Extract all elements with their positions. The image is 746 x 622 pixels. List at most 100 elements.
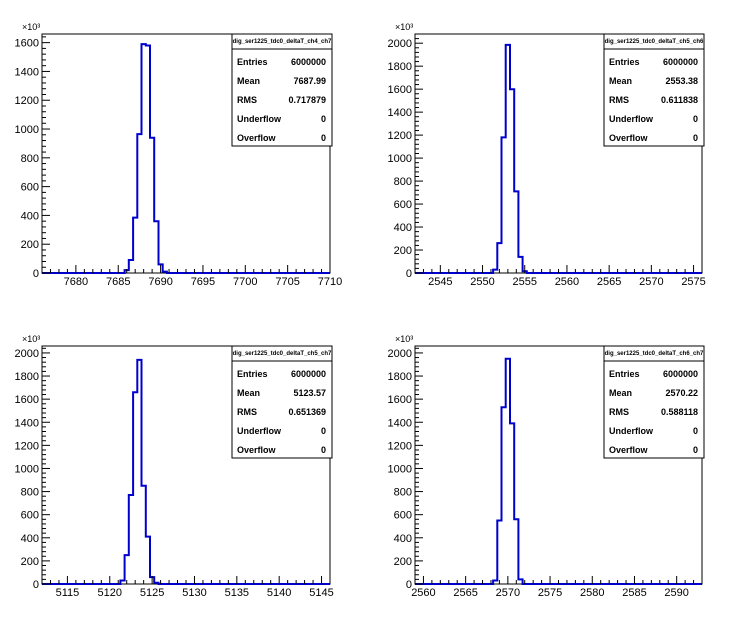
- y-tick-label: 1200: [388, 130, 412, 142]
- stat-value: 0: [321, 426, 326, 436]
- x-tick-label: 2585: [622, 587, 646, 599]
- stat-label: Entries: [609, 369, 640, 379]
- x-tick-label: 5130: [182, 587, 206, 599]
- x-tick-label: 7695: [191, 276, 215, 288]
- y-tick-label: 0: [406, 268, 412, 280]
- x-tick-label: 2575: [681, 276, 705, 288]
- histogram-line: [42, 43, 330, 274]
- y-tick-label: 200: [394, 556, 412, 568]
- stat-label: Entries: [237, 57, 268, 67]
- x-tick-label: 5115: [56, 587, 80, 599]
- y-tick-label: 1800: [388, 371, 412, 383]
- y-tick-label: 600: [21, 182, 39, 194]
- y-tick-label: 1600: [15, 394, 39, 406]
- stats-box: dig_ser1225_tdc0_deltaT_ch5_ch6 Entries 60…: [603, 33, 705, 147]
- x-tick-label: 2580: [580, 587, 604, 599]
- stats-box: dig_ser1225_tdc0_deltaT_ch4_ch7 Entries 60…: [231, 33, 333, 147]
- stat-label: RMS: [609, 407, 629, 417]
- x-tick-label: 2550: [470, 276, 494, 288]
- x-tick-label: 5125: [140, 587, 164, 599]
- stat-label: Overflow: [237, 133, 277, 143]
- x-tick-label: 7705: [275, 276, 299, 288]
- y-tick-label: 600: [21, 510, 39, 522]
- y-tick-label: 1000: [388, 153, 412, 165]
- stat-value: 6000000: [291, 369, 326, 379]
- stat-value: 6000000: [663, 57, 698, 67]
- stats-title: dig_ser1225_tdc0_deltaT_ch6_ch7: [605, 351, 704, 357]
- y-tick-label: 1400: [15, 417, 39, 429]
- x-tick-label: 5135: [225, 587, 249, 599]
- x-tick-label: 7690: [148, 276, 172, 288]
- stat-value: 0.611838: [661, 95, 698, 105]
- stat-value: 6000000: [663, 369, 698, 379]
- y-tick-label: 1200: [15, 95, 39, 107]
- y-tick-label: 600: [394, 510, 412, 522]
- x-tick-label: 2560: [411, 587, 435, 599]
- y-tick-label: 800: [21, 153, 39, 165]
- y-tick-label: 1800: [388, 61, 412, 73]
- stat-value: 2570.22: [665, 388, 698, 398]
- stat-label: Underflow: [609, 426, 654, 436]
- y-tick-label: 400: [394, 222, 412, 234]
- y-tick-label: 200: [21, 239, 39, 251]
- x-tick-label: 2565: [453, 587, 477, 599]
- y-tick-label: 1400: [388, 107, 412, 119]
- y-axis-multiplier: ×10³: [22, 22, 40, 32]
- x-tick-label: 5140: [267, 587, 291, 599]
- stat-value: 0: [321, 445, 326, 455]
- y-tick-label: 400: [21, 210, 39, 222]
- stat-label: Underflow: [237, 426, 282, 436]
- y-tick-label: 2000: [15, 348, 39, 360]
- stat-label: Overflow: [237, 445, 277, 455]
- stat-value: 6000000: [291, 57, 326, 67]
- stat-value: 0.651369: [288, 407, 326, 417]
- x-tick-label: 2560: [555, 276, 579, 288]
- stat-label: RMS: [609, 95, 629, 105]
- y-axis-multiplier: ×10³: [395, 334, 413, 344]
- stat-value: 0: [321, 114, 326, 124]
- stat-value: 0: [321, 133, 326, 143]
- stat-label: Mean: [237, 388, 260, 398]
- x-tick-label: 7685: [106, 276, 130, 288]
- stat-value: 0.717879: [288, 95, 326, 105]
- x-tick-label: 2570: [496, 587, 520, 599]
- x-tick-label: 7680: [64, 276, 88, 288]
- stat-value: 0: [693, 114, 698, 124]
- x-tick-label: 5120: [98, 587, 122, 599]
- stat-label: Mean: [609, 388, 632, 398]
- stats-box-frame: [231, 33, 333, 147]
- histogram-line: [415, 357, 702, 585]
- stat-value: 0: [693, 133, 698, 143]
- y-tick-label: 800: [394, 487, 412, 499]
- y-tick-label: 400: [394, 533, 412, 545]
- y-tick-label: 200: [21, 556, 39, 568]
- stats-title: dig_ser1225_tdc0_deltaT_ch5_ch7: [233, 351, 332, 357]
- histogram-line: [42, 358, 330, 585]
- y-tick-label: 1000: [15, 463, 39, 475]
- stat-value: 2553.38: [665, 76, 698, 86]
- x-tick-label: 2565: [597, 276, 621, 288]
- stat-label: Underflow: [609, 114, 654, 124]
- y-tick-label: 1000: [388, 463, 412, 475]
- stat-value: 0: [693, 445, 698, 455]
- y-axis-multiplier: ×10³: [22, 334, 40, 344]
- stat-label: Entries: [237, 369, 268, 379]
- stat-value: 5123.57: [293, 388, 326, 398]
- y-tick-label: 1200: [388, 440, 412, 452]
- y-tick-label: 1200: [15, 440, 39, 452]
- y-tick-label: 2000: [388, 38, 412, 50]
- x-tick-label: 2590: [664, 587, 688, 599]
- y-tick-label: 800: [21, 487, 39, 499]
- y-tick-label: 1400: [388, 417, 412, 429]
- stats-box-frame: [603, 345, 705, 459]
- stat-label: Overflow: [609, 445, 649, 455]
- y-tick-label: 400: [21, 533, 39, 545]
- stat-label: Mean: [609, 76, 632, 86]
- stat-value: 0: [693, 426, 698, 436]
- histogram-panel-3: 5115 5120 5125 5130 5135 5140 5145 0 200 400 600 80…: [15, 334, 334, 599]
- y-tick-label: 1600: [388, 394, 412, 406]
- y-tick-label: 0: [406, 579, 412, 591]
- stats-title: dig_ser1225_tdc0_deltaT_ch4_ch7: [233, 39, 332, 45]
- stats-box: dig_ser1225_tdc0_deltaT_ch6_ch7 Entries 60…: [603, 345, 705, 459]
